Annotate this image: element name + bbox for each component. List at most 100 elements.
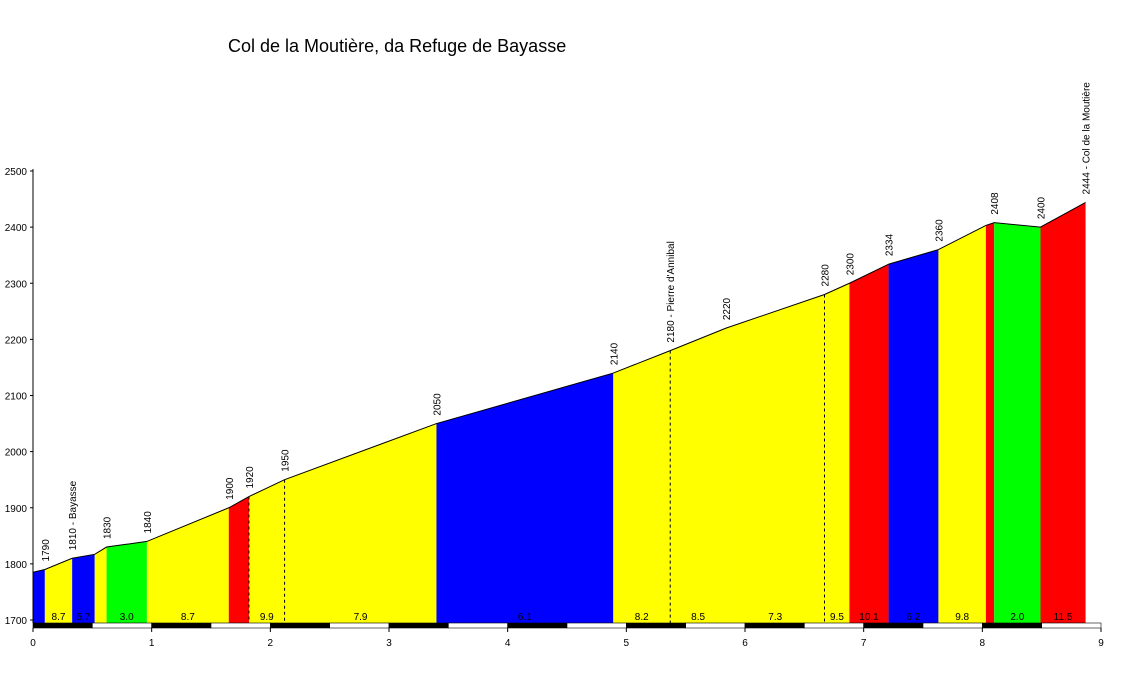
grade-label: 2.0 — [1010, 612, 1024, 623]
y-tick-label: 2400 — [5, 223, 28, 234]
gradient-segment — [284, 423, 437, 623]
gradient-segment — [670, 328, 727, 623]
gradient-segment — [985, 222, 995, 623]
grade-label: 8.5 — [691, 612, 705, 623]
grade-label: 6.1 — [518, 612, 532, 623]
distance-bar-segment — [329, 622, 390, 629]
distance-bar-segment — [270, 622, 330, 629]
elevation-labels: 1790 1810 - Bayasse 1830 1840 1900 1920 1950 20… — [41, 82, 1093, 562]
distance-bar-segment — [922, 622, 983, 629]
elevation-label: 2360 — [934, 219, 945, 242]
gradient-segment — [436, 373, 614, 623]
x-tick-label: 2 — [268, 638, 274, 649]
gradient-segment — [1040, 202, 1086, 623]
y-tick-label: 2100 — [5, 392, 28, 403]
distance-bar-segment — [744, 622, 805, 629]
distance-bar-segment — [1041, 622, 1102, 629]
grade-label: 9.8 — [955, 612, 969, 623]
elevation-label: 1920 — [245, 466, 256, 489]
distance-bar-segment — [448, 622, 508, 629]
x-tick-label: 7 — [861, 638, 867, 649]
distance-bar-segment — [685, 622, 746, 629]
elevation-label: 2140 — [609, 342, 620, 365]
gradient-segment — [849, 264, 889, 623]
gradient-segment — [824, 283, 850, 623]
grade-label: 8.7 — [52, 612, 66, 623]
grade-label: 9.9 — [260, 612, 274, 623]
y-tick-label: 2000 — [5, 448, 28, 459]
distance-bar-segment — [507, 622, 568, 629]
grade-label: 11.5 — [1054, 612, 1073, 623]
y-tick-label: 1800 — [5, 560, 28, 571]
grade-label: 5.7 — [76, 612, 90, 623]
profile-line — [32, 201, 1086, 573]
distance-bar-segment — [626, 622, 686, 629]
profile-line-group — [32, 201, 1086, 573]
gradient-segment — [44, 558, 73, 623]
elevation-label: 2300 — [845, 253, 856, 276]
grade-label: 8.7 — [181, 612, 195, 623]
gradient-segment — [33, 569, 45, 623]
elevation-label: 1790 — [41, 539, 52, 562]
grade-label: 7.9 — [354, 612, 368, 623]
y-tick-label: 2200 — [5, 335, 28, 346]
gradient-segment — [106, 541, 147, 623]
x-tick-label: 4 — [505, 638, 511, 649]
distance-bar-segment — [151, 622, 212, 629]
y-tick-label: 1900 — [5, 504, 28, 515]
elevation-label: 2280 — [821, 264, 832, 287]
gradient-segments — [33, 202, 1086, 623]
gradient-segment — [726, 294, 825, 623]
elevation-label: 2408 — [990, 192, 1001, 215]
elevation-label: 2334 — [885, 233, 896, 256]
grade-label: 9.5 — [830, 612, 844, 623]
x-tick-label: 0 — [30, 638, 36, 649]
x-tick-label: 1 — [149, 638, 155, 649]
gradient-segment — [94, 547, 107, 623]
dashed-markers — [248, 294, 826, 623]
grade-label: 3.0 — [120, 612, 134, 623]
gradient-segment — [248, 479, 285, 623]
distance-bar-segment — [92, 622, 152, 629]
gradient-segment — [228, 496, 249, 623]
gradient-segment — [938, 225, 986, 623]
elevation-label: 1950 — [281, 449, 292, 472]
gradient-segment — [146, 507, 229, 623]
elevation-label: 1810 - Bayasse — [68, 480, 79, 550]
distance-bar-segment — [32, 622, 93, 629]
grade-label: 8.2 — [635, 612, 649, 623]
distance-bar-segment — [566, 622, 627, 629]
elevation-label: 1840 — [143, 511, 154, 534]
grade-label: 6.2 — [907, 612, 921, 623]
y-tick-label: 1700 — [5, 616, 28, 627]
distance-bar-segment — [388, 622, 449, 629]
gradient-segment — [888, 249, 939, 623]
elevation-label: 2220 — [722, 297, 733, 320]
gradient-segment — [994, 222, 1041, 623]
elevation-label: 2400 — [1036, 196, 1047, 219]
distance-bar-segment — [863, 622, 924, 629]
distance-bar-segment — [210, 622, 271, 629]
grade-labels: 8.7 5.7 3.0 8.7 9.9 7.9 6.1 8.2 8.5 7.3 9.5 10.1 6.2… — [52, 612, 1073, 623]
distance-bar-segment — [982, 622, 1042, 629]
grade-label: 10.1 — [859, 612, 879, 623]
x-tick-label: 3 — [386, 638, 392, 649]
y-tick-label: 2500 — [5, 167, 28, 178]
elevation-label: 1830 — [103, 516, 114, 539]
x-tick-label: 5 — [624, 638, 630, 649]
gradient-segment — [72, 554, 95, 623]
y-tick-label: 2300 — [5, 279, 28, 290]
elevation-label: 2444 - Col de la Moutière — [1082, 82, 1093, 195]
elevation-label: 2180 - Pierre d'Annibal — [666, 241, 677, 342]
elevation-label: 1900 — [225, 477, 236, 500]
elevation-label: 2050 — [432, 393, 443, 416]
distance-bar-segment — [804, 622, 864, 629]
x-tick-label: 6 — [742, 638, 748, 649]
gradient-segment — [613, 350, 671, 623]
x-tick-label: 9 — [1098, 638, 1104, 649]
chart-title: Col de la Moutière, da Refuge de Bayasse — [228, 36, 566, 56]
x-tick-label: 8 — [980, 638, 986, 649]
grade-label: 7.3 — [768, 612, 782, 623]
